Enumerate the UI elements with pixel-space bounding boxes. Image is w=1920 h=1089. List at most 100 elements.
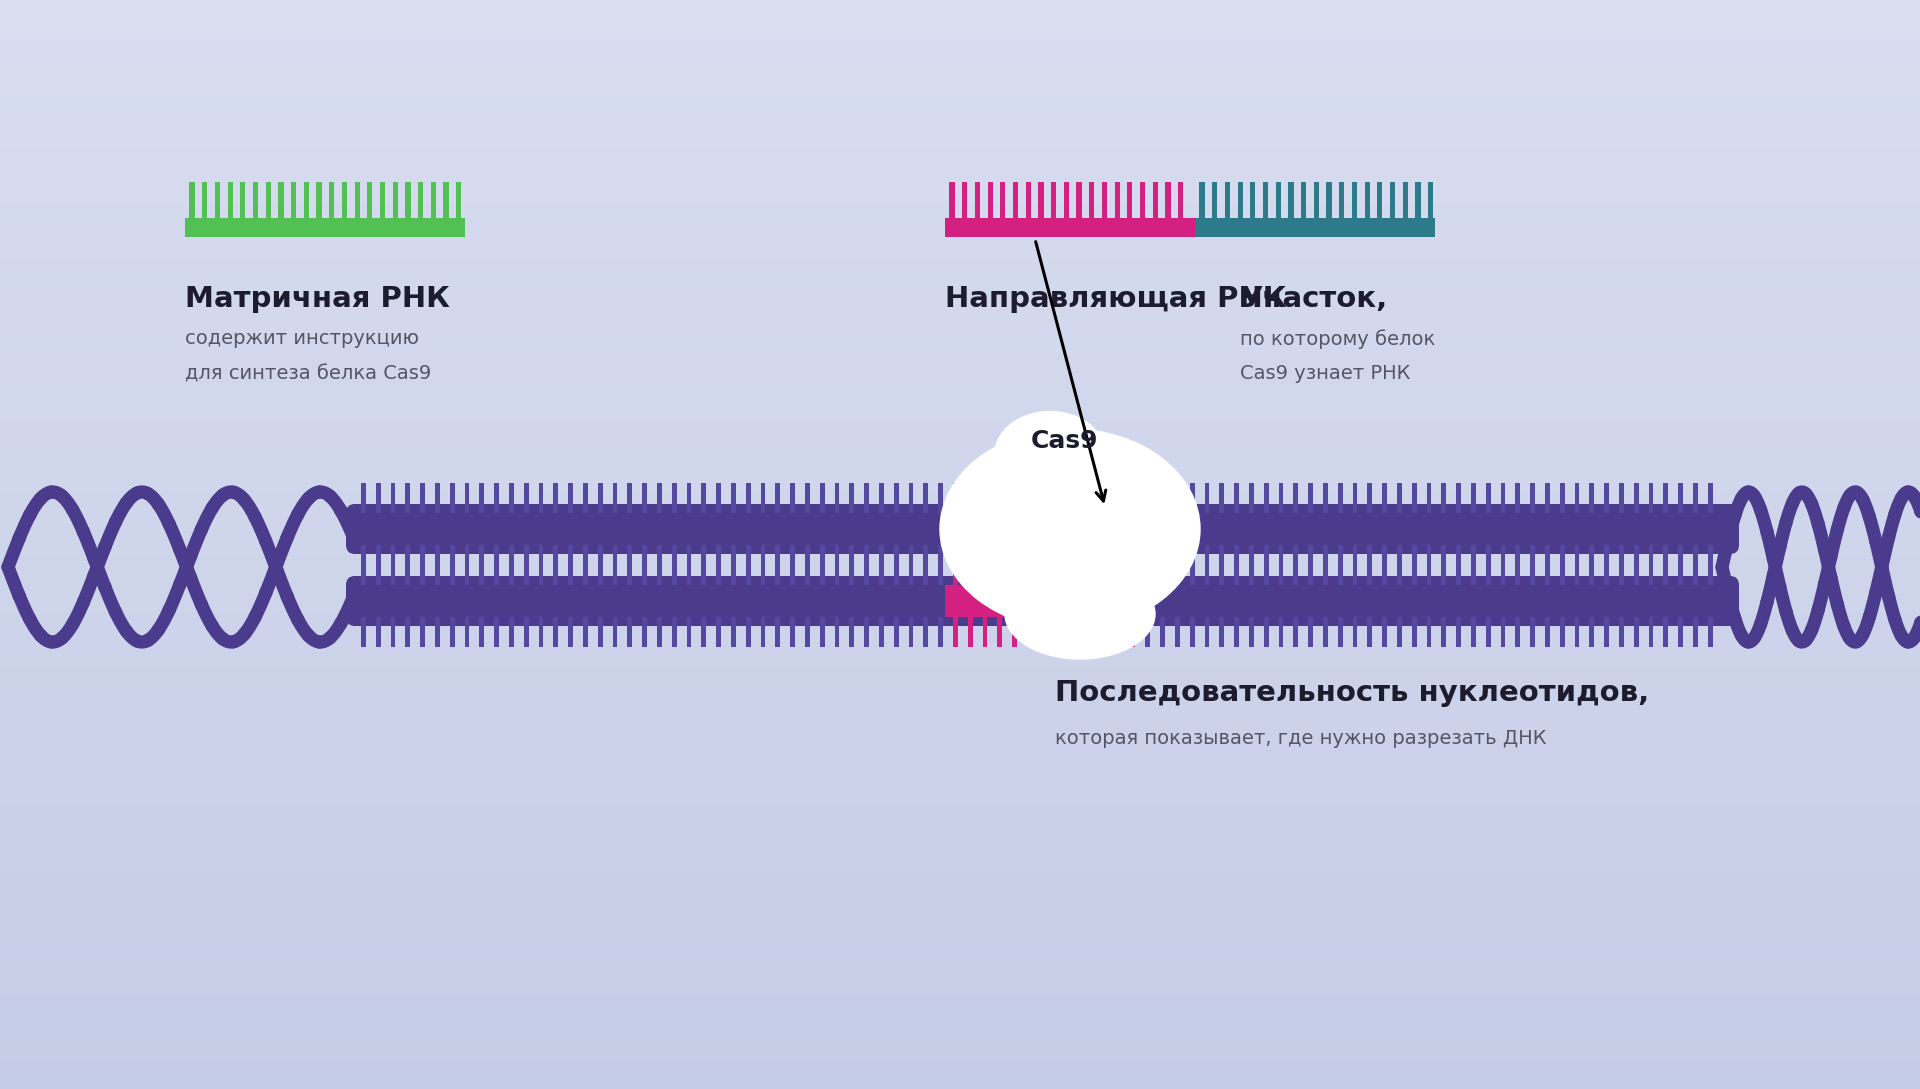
FancyBboxPatch shape [405,484,411,513]
FancyBboxPatch shape [1649,544,1653,585]
FancyBboxPatch shape [278,182,284,218]
FancyBboxPatch shape [190,182,194,218]
FancyBboxPatch shape [1043,544,1046,585]
Bar [0,762,1920,775]
FancyBboxPatch shape [1204,484,1210,513]
FancyBboxPatch shape [657,484,662,513]
FancyBboxPatch shape [1100,544,1106,585]
FancyBboxPatch shape [1404,182,1407,218]
FancyBboxPatch shape [968,617,973,647]
FancyBboxPatch shape [657,617,662,647]
FancyBboxPatch shape [1382,544,1386,585]
FancyBboxPatch shape [968,484,973,513]
FancyBboxPatch shape [952,544,958,585]
FancyBboxPatch shape [1559,544,1565,585]
Bar [0,0,1920,14]
FancyBboxPatch shape [996,544,1002,585]
FancyBboxPatch shape [1275,182,1281,218]
FancyBboxPatch shape [952,484,958,513]
Bar [0,586,1920,599]
FancyBboxPatch shape [1225,182,1231,218]
FancyBboxPatch shape [1663,484,1668,513]
Bar [0,926,1920,939]
FancyBboxPatch shape [1308,484,1313,513]
FancyBboxPatch shape [1634,484,1638,513]
FancyBboxPatch shape [804,544,810,585]
FancyBboxPatch shape [1590,544,1594,585]
FancyBboxPatch shape [1027,617,1031,647]
FancyBboxPatch shape [1238,182,1242,218]
Bar [0,96,1920,109]
FancyBboxPatch shape [1678,617,1684,647]
FancyBboxPatch shape [1043,484,1046,513]
FancyBboxPatch shape [1056,484,1062,513]
FancyBboxPatch shape [1501,544,1505,585]
FancyBboxPatch shape [1367,544,1373,585]
FancyBboxPatch shape [672,544,676,585]
FancyBboxPatch shape [1428,182,1432,218]
FancyBboxPatch shape [879,617,883,647]
FancyBboxPatch shape [1471,484,1476,513]
FancyBboxPatch shape [745,544,751,585]
FancyBboxPatch shape [1219,484,1225,513]
FancyBboxPatch shape [628,484,632,513]
Bar [0,695,1920,708]
FancyBboxPatch shape [1398,484,1402,513]
FancyBboxPatch shape [597,544,603,585]
Bar [0,109,1920,122]
Bar [0,871,1920,884]
FancyBboxPatch shape [509,544,515,585]
Bar [0,967,1920,980]
FancyBboxPatch shape [342,182,348,218]
FancyBboxPatch shape [1486,617,1490,647]
FancyBboxPatch shape [879,484,883,513]
Bar [0,668,1920,681]
FancyBboxPatch shape [1574,617,1580,647]
FancyBboxPatch shape [1250,182,1256,218]
FancyBboxPatch shape [1039,182,1044,218]
FancyBboxPatch shape [962,182,968,218]
FancyBboxPatch shape [835,617,839,647]
FancyBboxPatch shape [791,544,795,585]
FancyBboxPatch shape [405,617,411,647]
FancyBboxPatch shape [1427,484,1430,513]
FancyBboxPatch shape [672,617,676,647]
FancyBboxPatch shape [1077,182,1081,218]
FancyBboxPatch shape [553,544,559,585]
FancyBboxPatch shape [1056,544,1062,585]
FancyBboxPatch shape [1263,544,1269,585]
FancyBboxPatch shape [945,218,1194,237]
FancyBboxPatch shape [1100,617,1106,647]
FancyBboxPatch shape [1678,484,1684,513]
FancyBboxPatch shape [568,544,572,585]
FancyBboxPatch shape [1140,182,1144,218]
FancyBboxPatch shape [346,504,1740,554]
Bar [0,939,1920,953]
FancyBboxPatch shape [568,484,572,513]
FancyBboxPatch shape [879,544,883,585]
FancyBboxPatch shape [538,544,543,585]
Bar [0,327,1920,341]
FancyBboxPatch shape [480,544,484,585]
FancyBboxPatch shape [346,576,1740,626]
FancyBboxPatch shape [687,484,691,513]
FancyBboxPatch shape [1219,544,1225,585]
FancyBboxPatch shape [804,484,810,513]
FancyBboxPatch shape [1338,617,1342,647]
FancyBboxPatch shape [1707,544,1713,585]
FancyBboxPatch shape [1294,484,1298,513]
FancyBboxPatch shape [1693,484,1697,513]
FancyBboxPatch shape [1411,617,1417,647]
Bar [0,884,1920,898]
FancyBboxPatch shape [328,182,334,218]
Bar [0,463,1920,477]
FancyBboxPatch shape [716,484,720,513]
FancyBboxPatch shape [465,484,468,513]
FancyBboxPatch shape [820,544,824,585]
Text: Последовательность нуклеотидов,: Последовательность нуклеотидов, [1054,680,1649,707]
FancyBboxPatch shape [945,585,1135,617]
FancyBboxPatch shape [950,182,954,218]
FancyBboxPatch shape [1390,182,1396,218]
FancyBboxPatch shape [1693,544,1697,585]
FancyBboxPatch shape [444,182,449,218]
